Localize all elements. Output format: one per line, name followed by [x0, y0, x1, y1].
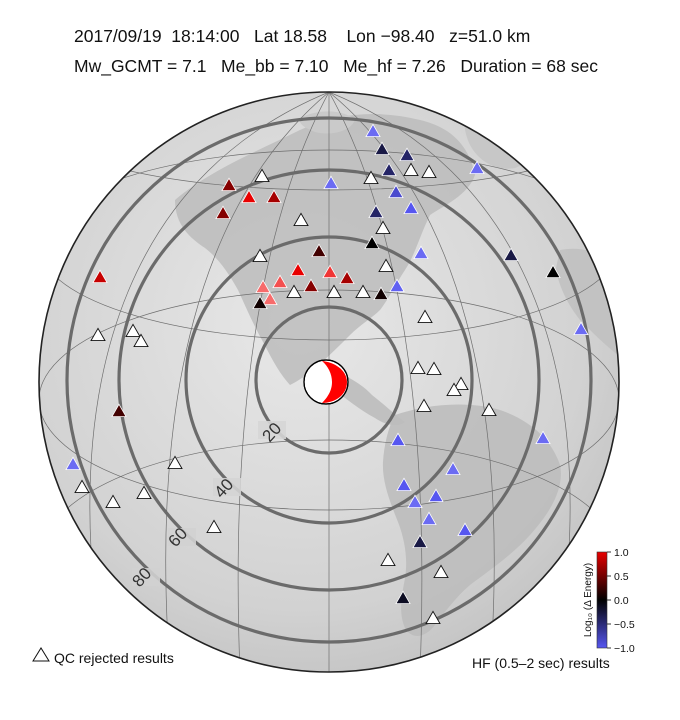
south-america-land	[382, 404, 561, 636]
rejected-station-triangle-icon	[417, 309, 433, 324]
rejected-station-triangle-icon	[446, 382, 462, 397]
station-triangle-icon	[272, 274, 288, 288]
station-triangle-icon	[266, 189, 282, 203]
ring-80	[65, 116, 593, 644]
station-triangle-icon	[445, 461, 461, 475]
rejected-station-triangle-icon	[136, 485, 152, 500]
station-triangle-icon	[545, 264, 561, 278]
rejected-station-triangle-icon	[167, 455, 183, 470]
rejected-station-triangle-icon	[326, 284, 342, 299]
rejected-station-triangle-icon	[133, 333, 149, 348]
rejected-station-triangle-icon	[425, 610, 441, 625]
rejected-station-triangle-icon	[206, 519, 222, 534]
globe-outline	[38, 91, 620, 673]
station-triangle-icon	[407, 494, 423, 508]
rejected-station-triangle-icon	[403, 162, 419, 177]
station-triangle-icon	[573, 321, 589, 335]
station-triangle-icon	[457, 522, 473, 536]
focal-mechanism-beachball	[303, 359, 349, 405]
station-triangle-icon	[390, 432, 406, 446]
station-triangle-icon	[111, 403, 127, 417]
distance-rings	[65, 116, 593, 644]
station-triangle-icon	[322, 264, 338, 278]
rejected-station-triangle-icon	[90, 327, 106, 342]
station-triangle-icon	[365, 123, 381, 137]
station-triangle-icon	[339, 270, 355, 284]
rejected-station-triangle-icon	[375, 220, 391, 235]
rejected-station-triangle-icon	[378, 258, 394, 273]
ring-60	[117, 168, 541, 592]
rejected-station-triangle-icon	[125, 323, 141, 338]
rejected-station-triangle-icon	[433, 564, 449, 579]
station-triangle-icon	[412, 534, 428, 548]
event-header-line1: 2017/09/19 18:14:00 Lat 18.58 Lon −98.40…	[74, 26, 531, 46]
station-triangle-icon	[92, 269, 108, 283]
rejected-station-triangle-icon	[410, 360, 426, 375]
station-triangle-icon	[388, 184, 404, 198]
station-triangle-icon	[65, 456, 81, 470]
station-triangle-icon	[503, 247, 519, 261]
rejected-station-triangle-icon	[481, 402, 497, 417]
ring-20	[254, 305, 404, 455]
hf-results-caption: HF (0.5–2 sec) results	[472, 655, 610, 671]
station-triangle-icon	[403, 200, 419, 214]
ring-40	[184, 235, 474, 525]
station-triangle-icon	[252, 295, 268, 309]
station-triangle-icon	[215, 205, 231, 219]
rejected-station-triangle-icon	[286, 284, 302, 299]
station-triangle-icon	[428, 488, 444, 502]
qc-legend-label: QC rejected results	[54, 650, 174, 666]
station-triangle-icon	[303, 278, 319, 292]
station-triangle-icon	[535, 430, 551, 444]
rejected-station-triangle-icon	[254, 168, 270, 183]
rejected-station-triangle-icon	[453, 376, 469, 391]
station-triangle-icon	[368, 204, 384, 218]
station-triangle-icon	[323, 175, 339, 189]
station-triangle-icon	[255, 279, 271, 293]
rejected-station-triangle-icon	[421, 164, 437, 179]
station-triangle-icon	[373, 286, 389, 300]
station-triangle-icon	[290, 262, 306, 276]
station-triangle-icon	[396, 477, 412, 491]
station-triangle-icon	[421, 511, 437, 525]
event-header-line2: Mw_GCMT = 7.1 Me_bb = 7.10 Me_hf = 7.26 …	[74, 56, 598, 76]
station-triangle-icon	[241, 189, 257, 203]
rejected-station-triangle-icon	[416, 398, 432, 413]
station-triangle-icon	[311, 243, 327, 257]
rejected-station-triangle-icon	[426, 361, 442, 376]
rejected-station-triangle-icon	[355, 284, 371, 299]
rejected-station-triangle-icon	[252, 248, 268, 263]
rejected-station-triangle-icon	[293, 212, 309, 227]
station-triangle-icon	[389, 278, 405, 292]
rejected-station-triangle-icon	[74, 479, 90, 494]
rejected-station-triangle-icon	[380, 552, 396, 567]
rejected-station-triangle-icon	[363, 170, 379, 185]
station-triangle-icon	[395, 590, 411, 604]
station-triangle-icon	[221, 177, 237, 191]
station-triangle-icon	[413, 245, 429, 259]
rejected-station-triangle-icon	[105, 494, 121, 509]
qc-legend-triangle-icon	[32, 647, 50, 662]
rejected-stations	[74, 162, 497, 625]
station-triangle-icon	[399, 147, 415, 161]
station-triangle-icon	[381, 162, 397, 176]
station-triangle-icon	[262, 291, 278, 305]
station-triangle-icon	[374, 141, 390, 155]
station-triangles	[65, 123, 589, 604]
station-triangle-icon	[469, 160, 485, 174]
station-triangle-icon	[364, 235, 380, 249]
